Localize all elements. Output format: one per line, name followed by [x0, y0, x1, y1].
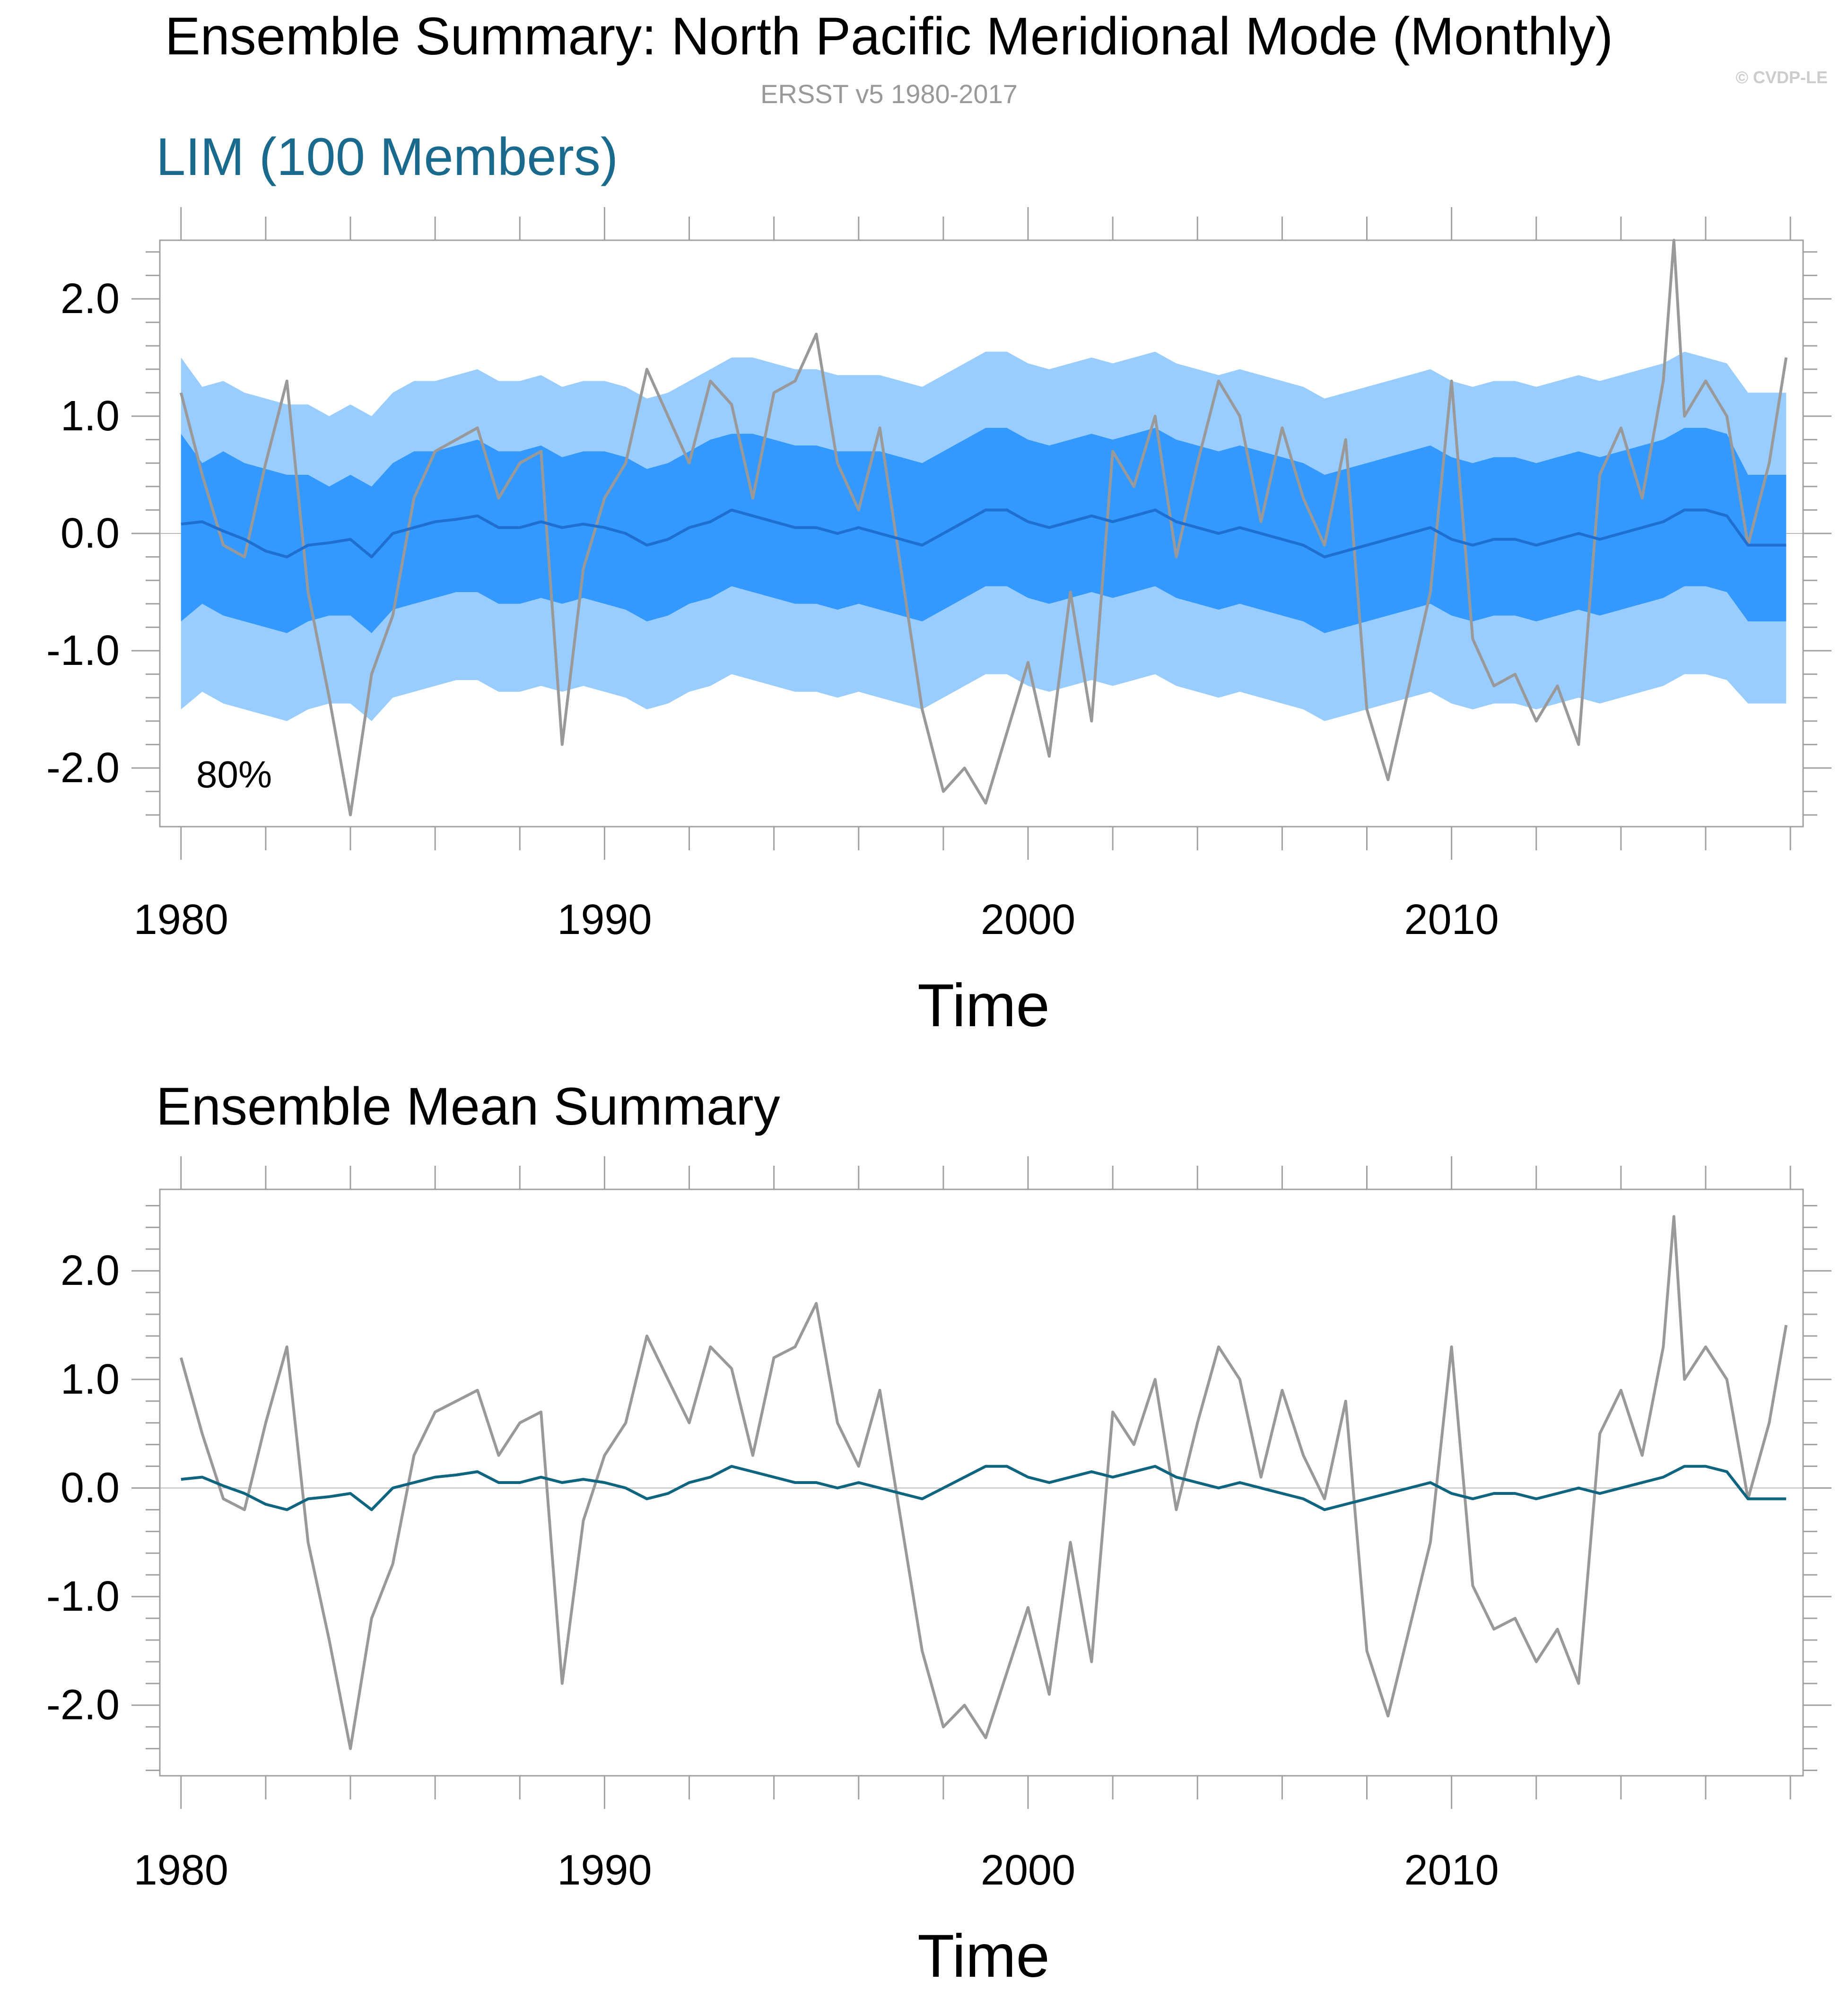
panel-ensemble-mean-frame — [159, 1188, 1804, 1777]
x-tick-label: 2000 — [981, 1847, 1075, 1894]
panel-ensemble-mean-axes: 2.0 1.0 0.0 -1.0 -2.0 1980 1990 2000 2010 — [46, 1156, 1831, 1894]
x-tick-label: 2010 — [1404, 896, 1499, 943]
panel-lim-axes: 2.0 1.0 0.0 -1.0 -2.0 1980 1990 2000 2010 — [46, 207, 1831, 943]
x-tick-label: 1980 — [134, 1847, 228, 1894]
x-tick-label: 1990 — [557, 1847, 652, 1894]
panel-lim-plot — [160, 239, 1803, 817]
copyright-note: © CVDP-LE — [1735, 68, 1828, 87]
y-tick-label: 1.0 — [61, 1356, 120, 1403]
y-tick-label: 0.0 — [61, 1464, 120, 1511]
ensemble-mean-line — [181, 508, 1787, 559]
y-tick-label: -2.0 — [46, 1682, 120, 1729]
panel-ensemble-mean-title: Ensemble Mean Summary — [156, 1077, 780, 1136]
y-tick-label: 0.0 — [61, 510, 120, 557]
panel-lim-title: LIM (100 Members) — [156, 127, 618, 186]
panel-lim-x-axis-title: Time — [917, 972, 1050, 1039]
x-tick-label: 2010 — [1404, 1847, 1499, 1894]
subtitle: ERSST v5 1980-2017 — [760, 79, 1018, 109]
y-tick-label: -1.0 — [46, 1573, 120, 1620]
ensemble-mean-line — [181, 1465, 1787, 1511]
observed-series-line — [179, 1215, 1788, 1750]
panel-ensemble-mean: Ensemble Mean Summary 2.0 1.0 0.0 -1.0 -2.0 1… — [46, 1077, 1831, 1990]
panel-ensemble-mean-x-axis-title: Time — [917, 1922, 1050, 1990]
panel-lim-percent-label: 80% — [196, 753, 272, 795]
y-tick-label: 2.0 — [61, 1247, 120, 1294]
observed-series-line — [179, 239, 1788, 817]
x-tick-label: 1980 — [134, 896, 228, 943]
panel-ensemble-mean-plot — [160, 1215, 1803, 1750]
x-tick-label: 1990 — [557, 896, 652, 943]
y-tick-label: -2.0 — [46, 744, 120, 792]
y-tick-label: 1.0 — [61, 393, 120, 440]
y-tick-label: -1.0 — [46, 627, 120, 674]
x-tick-label: 2000 — [981, 896, 1075, 943]
main-title: Ensemble Summary: North Pacific Meridion… — [165, 7, 1613, 66]
panel-lim: LIM (100 Members) 2.0 1.0 0.0 -1.0 -2.0 1980 1… — [46, 127, 1831, 1039]
y-tick-label: 2.0 — [61, 275, 120, 323]
